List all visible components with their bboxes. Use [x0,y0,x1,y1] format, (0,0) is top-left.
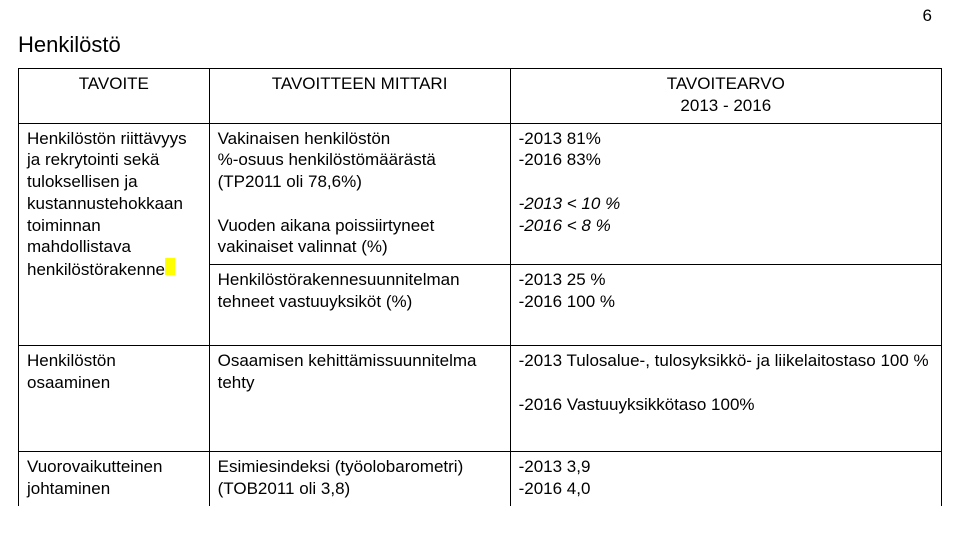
goal-1-text: Henkilöstön riittävyys ja rekrytointi se… [27,129,187,280]
header-measure: TAVOITTEEN MITTARI [209,69,510,124]
table-row: Henkilöstön riittävyys ja rekrytointi se… [19,123,942,265]
target-1a-italic: -2013 < 10 % -2016 < 8 % [519,194,621,235]
page: 6 Henkilöstö TAVOITE TAVOITTEEN MITTARI … [0,0,960,556]
section-title: Henkilöstö [18,32,942,58]
cell-measure-3: Esimiesindeksi (työolobarometri) (TOB201… [209,452,510,506]
cell-goal-1: Henkilöstön riittävyys ja rekrytointi se… [19,123,210,346]
table-row: Vuorovaikutteinen johtaminen Esimiesinde… [19,452,942,506]
highlight-marker [165,258,175,275]
page-number: 6 [923,6,932,26]
table-row: Henkilöstön osaaminen Osaamisen kehittäm… [19,346,942,452]
header-target-line1: TAVOITEARVO [519,73,933,95]
cell-measure-2: Osaamisen kehittämissuunnitelma tehty [209,346,510,452]
target-1a-plain: -2013 81% -2016 83% [519,129,601,170]
header-goal: TAVOITE [19,69,210,124]
goals-table: TAVOITE TAVOITTEEN MITTARI TAVOITEARVO 2… [18,68,942,506]
table-header-row: TAVOITE TAVOITTEEN MITTARI TAVOITEARVO 2… [19,69,942,124]
cell-target-2: -2013 Tulosalue-, tulosyksikkö- ja liike… [510,346,941,452]
cell-target-1b: -2013 25 % -2016 100 % [510,265,941,346]
cell-target-3: -2013 3,9 -2016 4,0 [510,452,941,506]
header-target: TAVOITEARVO 2013 - 2016 [510,69,941,124]
cell-goal-3: Vuorovaikutteinen johtaminen [19,452,210,506]
cell-goal-2: Henkilöstön osaaminen [19,346,210,452]
cell-measure-1a: Vakinaisen henkilöstön %-osuus henkilöst… [209,123,510,265]
cell-target-1a: -2013 81% -2016 83% -2013 < 10 % -2016 <… [510,123,941,265]
header-target-line2: 2013 - 2016 [519,95,933,117]
cell-measure-1b: Henkilöstörakennesuunnitelman tehneet va… [209,265,510,346]
